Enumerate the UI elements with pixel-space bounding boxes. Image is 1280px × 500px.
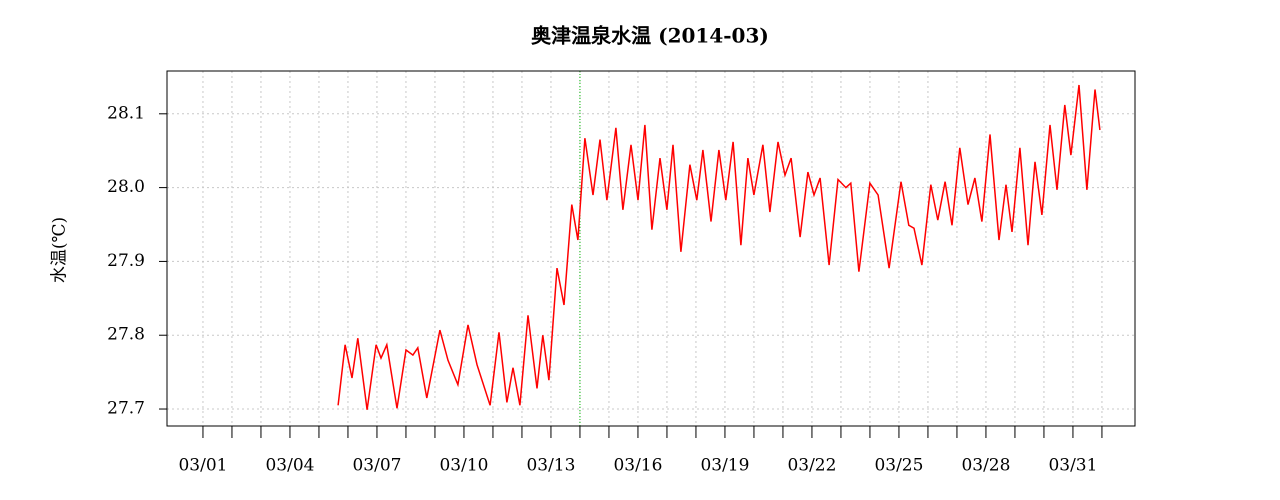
y-tick-label: 27.7 <box>107 399 145 419</box>
x-tick-label: 03/04 <box>265 456 314 476</box>
x-tick-label: 03/19 <box>700 456 749 476</box>
x-tick-label: 03/25 <box>874 456 923 476</box>
y-axis-label: 水温(℃) <box>50 217 70 283</box>
y-tick-label: 27.9 <box>107 251 145 271</box>
x-tick-label: 03/10 <box>439 456 488 476</box>
x-tick-label: 03/07 <box>352 456 401 476</box>
y-tick-label: 27.8 <box>107 325 145 345</box>
chart-title: 奥津温泉水温 (2014-03) <box>531 24 769 48</box>
y-tick-label: 28.0 <box>107 177 145 197</box>
x-tick-label: 03/31 <box>1048 456 1097 476</box>
x-tick-label: 03/16 <box>613 456 662 476</box>
x-tick-label: 03/22 <box>787 456 836 476</box>
data-line <box>337 84 1101 410</box>
x-tick-label: 03/13 <box>526 456 575 476</box>
x-tick-label: 03/28 <box>961 456 1010 476</box>
y-tick-label: 28.1 <box>107 103 145 123</box>
x-tick-label: 03/01 <box>178 456 227 476</box>
plot-frame <box>166 70 1136 427</box>
